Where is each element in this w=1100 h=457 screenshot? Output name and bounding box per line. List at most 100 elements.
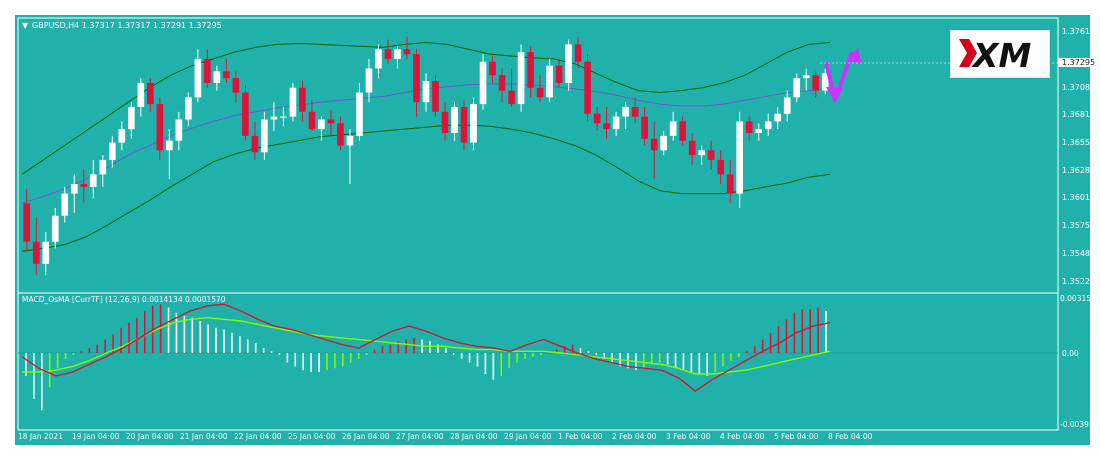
price-axis: 1.37610 1.37295 1.37080 1.36815 1.36550 … bbox=[1062, 27, 1095, 286]
candle-body bbox=[223, 71, 230, 79]
candle-body bbox=[669, 121, 677, 136]
candle bbox=[61, 186, 69, 223]
time-label: 26 Jan 04:00 bbox=[342, 432, 390, 441]
forecast-arrow-up-head bbox=[846, 48, 862, 64]
time-label: 18 Jan 2021 bbox=[18, 432, 63, 441]
candle bbox=[764, 113, 772, 136]
candle-body bbox=[51, 215, 59, 242]
candle bbox=[603, 106, 610, 139]
candle-body bbox=[403, 49, 411, 55]
candle-body bbox=[375, 49, 382, 69]
candle-body bbox=[470, 104, 477, 143]
candle-body bbox=[508, 90, 515, 105]
candle-body bbox=[108, 142, 116, 160]
candle-body bbox=[118, 129, 126, 143]
candle-body bbox=[318, 119, 325, 130]
candle-body bbox=[356, 92, 363, 136]
price-label: 1.36550 bbox=[1062, 138, 1095, 147]
candle-body bbox=[793, 78, 801, 98]
candle-body bbox=[726, 174, 734, 194]
candle-body bbox=[432, 81, 439, 112]
symbol-header: GBPUSD,H4 1.37317 1.37317 1.37291 1.3729… bbox=[32, 21, 222, 30]
candle bbox=[546, 58, 553, 103]
macd-line bbox=[21, 303, 831, 392]
candle-body bbox=[251, 135, 259, 153]
candle-body bbox=[327, 119, 335, 124]
candle-body bbox=[479, 61, 487, 105]
candle bbox=[89, 159, 97, 199]
candle-body bbox=[660, 135, 667, 151]
candle bbox=[80, 169, 88, 204]
candle bbox=[802, 68, 810, 91]
candle-body bbox=[565, 44, 572, 83]
bollinger-lower-line bbox=[21, 124, 831, 252]
time-label: 4 Feb 04:00 bbox=[720, 432, 765, 441]
candle-body bbox=[194, 58, 202, 98]
candle bbox=[156, 97, 164, 160]
macd-axis: 0.003150 0.00 -0.003932 bbox=[1060, 294, 1099, 429]
bollinger-upper-line bbox=[21, 41, 831, 175]
candle-body bbox=[175, 119, 183, 141]
candle-body bbox=[527, 52, 534, 88]
candle bbox=[127, 102, 135, 139]
candle bbox=[489, 55, 496, 83]
candle-body bbox=[299, 87, 306, 112]
candle bbox=[118, 121, 126, 151]
triangle-icon: ▼ bbox=[22, 21, 29, 30]
candle-body bbox=[156, 104, 164, 151]
candle bbox=[812, 71, 820, 98]
time-label: 19 Jan 04:00 bbox=[72, 432, 120, 441]
current-price-marker bbox=[1058, 58, 1092, 67]
candle-body bbox=[89, 174, 97, 187]
price-label: 1.36280 bbox=[1062, 166, 1095, 175]
time-label: 5 Feb 04:00 bbox=[774, 432, 819, 441]
candle-body bbox=[441, 111, 449, 133]
candle bbox=[679, 116, 686, 146]
time-label: 29 Jan 04:00 bbox=[504, 432, 552, 441]
candle bbox=[280, 106, 287, 127]
candle-body bbox=[679, 121, 686, 141]
candle bbox=[403, 36, 411, 59]
candle bbox=[793, 73, 801, 103]
candle-body bbox=[308, 111, 316, 130]
candle-body bbox=[622, 106, 629, 117]
candle-body bbox=[460, 106, 468, 143]
candle-body bbox=[213, 71, 221, 83]
candle bbox=[527, 46, 534, 98]
candle bbox=[593, 106, 601, 132]
candle-body bbox=[631, 106, 639, 117]
candle bbox=[660, 131, 667, 156]
candle bbox=[755, 123, 763, 141]
candle-body bbox=[185, 97, 192, 120]
candle-body bbox=[707, 150, 715, 160]
candle bbox=[584, 54, 591, 122]
candle-body bbox=[536, 87, 544, 98]
candle bbox=[223, 58, 230, 83]
candle bbox=[308, 100, 316, 132]
candle bbox=[441, 102, 449, 141]
candle bbox=[194, 49, 202, 103]
candle bbox=[726, 159, 734, 204]
candle bbox=[574, 36, 582, 69]
candle bbox=[650, 121, 658, 180]
signal-line bbox=[22, 316, 831, 375]
candle bbox=[622, 102, 629, 130]
macd-label: -0.003932 bbox=[1060, 420, 1099, 429]
candle-body bbox=[80, 183, 88, 187]
candle-body bbox=[698, 150, 705, 156]
time-label: 3 Feb 04:00 bbox=[666, 432, 711, 441]
macd-pane-border bbox=[17, 292, 1059, 431]
candle-body bbox=[498, 75, 506, 91]
time-label: 2 Feb 04:00 bbox=[612, 432, 657, 441]
candle-body bbox=[261, 119, 268, 153]
candle bbox=[736, 111, 744, 209]
candle-body bbox=[612, 116, 620, 130]
forecast-arrow-down-head bbox=[826, 87, 843, 103]
candle bbox=[707, 140, 715, 170]
price-label: 1.37080 bbox=[1062, 83, 1095, 92]
candle-body bbox=[774, 113, 782, 122]
candle bbox=[42, 232, 50, 276]
candle-body bbox=[802, 75, 810, 79]
candle-body bbox=[70, 183, 78, 194]
